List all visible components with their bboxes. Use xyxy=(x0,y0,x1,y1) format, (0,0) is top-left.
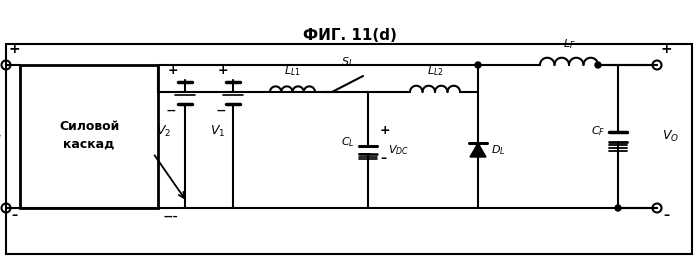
Text: каскад: каскад xyxy=(64,138,114,151)
Text: ––: –– xyxy=(216,106,226,116)
Text: $V_2$: $V_2$ xyxy=(156,124,171,139)
Text: $L_F$: $L_F$ xyxy=(563,37,575,51)
Text: $S_L$: $S_L$ xyxy=(341,55,353,69)
Text: $V_O$: $V_O$ xyxy=(662,129,679,144)
Polygon shape xyxy=(470,143,486,157)
Text: –: – xyxy=(663,209,669,222)
Text: +: + xyxy=(168,64,178,77)
Bar xyxy=(6,44,692,254)
Text: $C_L$: $C_L$ xyxy=(341,135,355,149)
Text: $L_{L1}$: $L_{L1}$ xyxy=(284,64,301,78)
Text: $V_B$: $V_B$ xyxy=(0,129,2,144)
Text: +: + xyxy=(8,42,20,56)
Text: ––: –– xyxy=(166,106,176,116)
Text: $C_F$: $C_F$ xyxy=(591,125,605,138)
Text: $D_L$: $D_L$ xyxy=(491,143,505,157)
Text: +: + xyxy=(660,42,671,56)
Text: +: + xyxy=(380,124,391,137)
Text: $L_{L2}$: $L_{L2}$ xyxy=(426,64,443,78)
Text: –: – xyxy=(380,152,386,165)
Text: Силовой: Силовой xyxy=(59,120,119,133)
Circle shape xyxy=(475,62,481,68)
Text: –: – xyxy=(11,209,17,222)
Text: $V_1$: $V_1$ xyxy=(209,124,225,139)
Circle shape xyxy=(615,205,621,211)
Circle shape xyxy=(595,62,601,68)
Text: +: + xyxy=(218,64,228,77)
Text: –––: ––– xyxy=(164,212,178,222)
Bar xyxy=(20,65,158,208)
Text: ФИГ. 11(d): ФИГ. 11(d) xyxy=(303,28,397,42)
Text: $V_{DC}$: $V_{DC}$ xyxy=(388,143,409,157)
